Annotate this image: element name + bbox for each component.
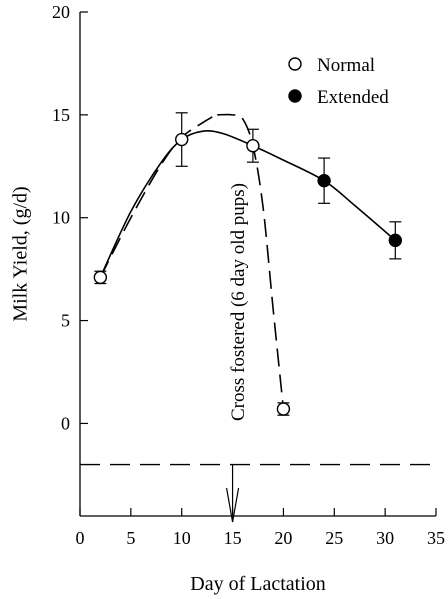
dashed-fit-curve xyxy=(99,116,213,278)
legend-normal-label: Normal xyxy=(317,55,375,76)
fit-curves xyxy=(99,113,396,410)
x-tick-label: 15 xyxy=(224,528,242,548)
extended-point xyxy=(317,173,331,188)
normal-point xyxy=(175,132,189,147)
normal-point xyxy=(93,270,108,285)
y-tick-label: 15 xyxy=(52,105,70,125)
x-axis-label: Day of Lactation xyxy=(190,573,326,595)
extended-point xyxy=(388,233,403,248)
normal-point xyxy=(246,139,260,153)
y-axis-label: Milk Yield, (g/d) xyxy=(10,186,32,321)
x-tick-label: 35 xyxy=(427,528,445,548)
legend-extended-label: Extended xyxy=(317,87,389,108)
y-tick-label: 10 xyxy=(52,208,70,228)
dashed-fit-curve xyxy=(217,113,285,410)
cross-fostered-annotation: Cross fostered (6 day old pups) xyxy=(228,183,249,421)
y-tick-label: 5 xyxy=(61,311,70,331)
annotation-arrow-head xyxy=(225,487,240,523)
solid-fit-curve xyxy=(99,130,396,278)
y-tick-label: 20 xyxy=(52,2,70,22)
x-tick-label: 0 xyxy=(76,528,85,548)
x-tick-label: 25 xyxy=(325,528,343,548)
y-tick-label: 0 xyxy=(61,413,70,433)
legend-normal-marker xyxy=(288,57,302,71)
legend-extended-marker xyxy=(288,89,302,103)
data-marks xyxy=(93,112,403,416)
x-tick-label: 30 xyxy=(376,528,394,548)
axes: 0 5 10 15 20 25 30 35 0 5 10 15 20 xyxy=(52,2,445,548)
normal-point xyxy=(276,402,291,416)
x-tick-label: 5 xyxy=(126,528,135,548)
legend: Normal Extended xyxy=(288,55,389,108)
x-tick-label: 20 xyxy=(274,528,292,548)
x-tick-label: 10 xyxy=(173,528,191,548)
